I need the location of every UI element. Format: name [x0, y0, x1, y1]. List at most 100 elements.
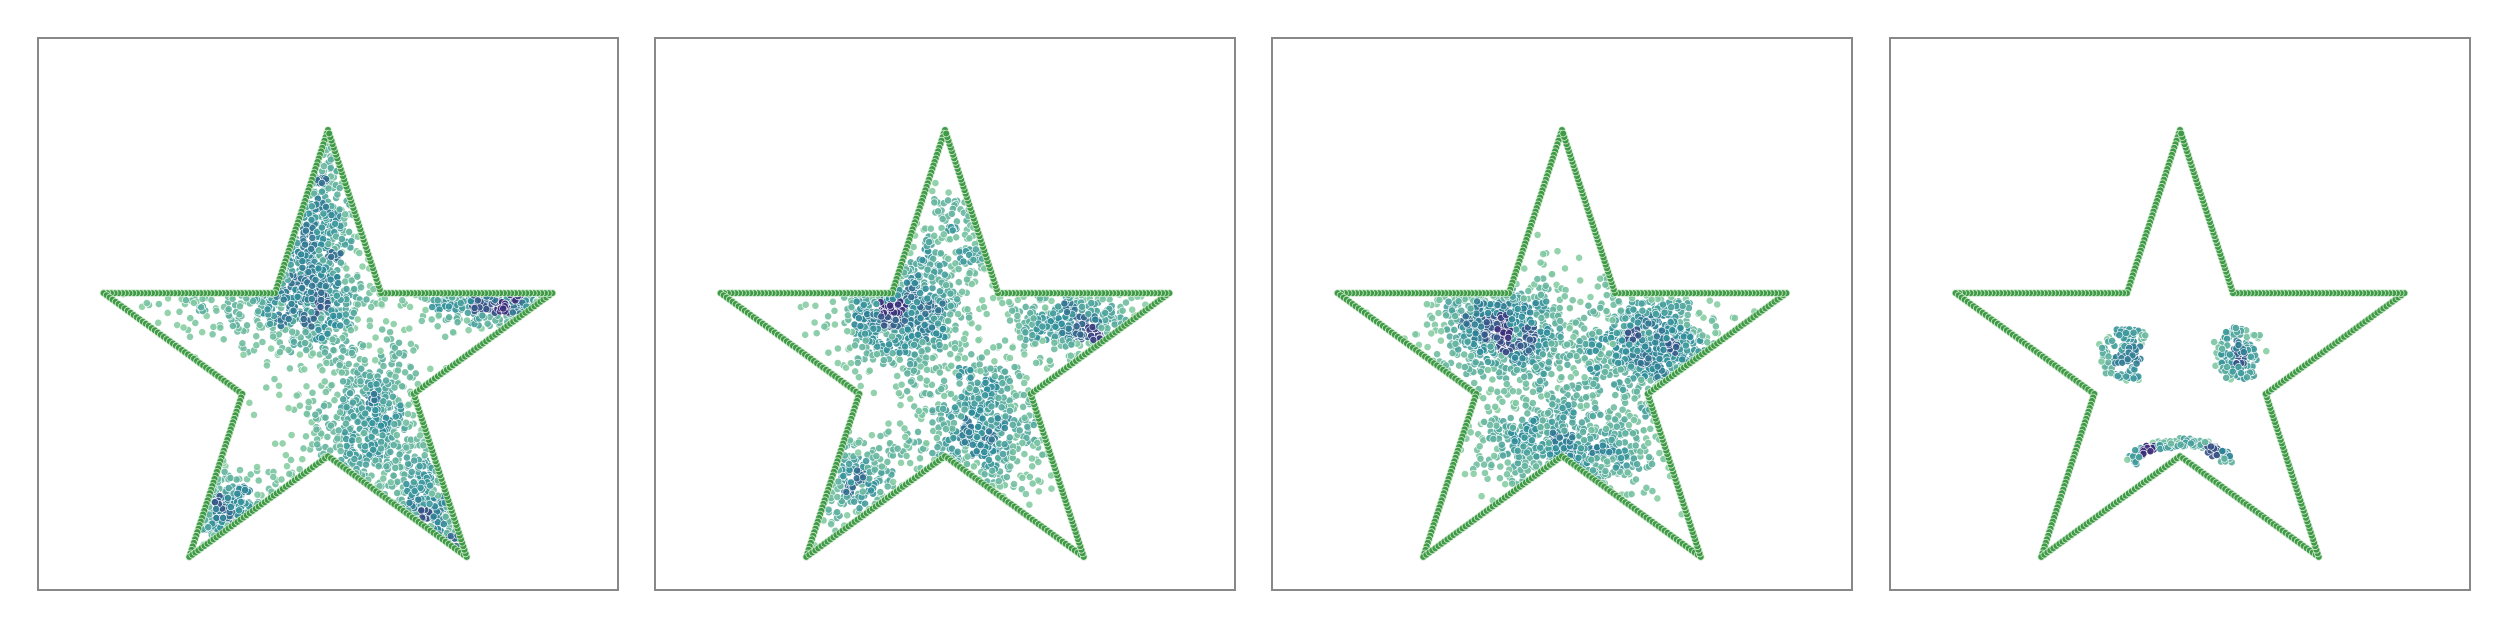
scatter-point [410, 456, 419, 465]
scatter-point [417, 506, 426, 515]
scatter-point [369, 445, 378, 454]
scatter-point [951, 344, 959, 353]
scatter-point [344, 360, 353, 368]
scatter-point [944, 317, 952, 325]
scatter-point [973, 378, 982, 387]
scatter-point [212, 504, 220, 513]
scatter-point [1008, 420, 1017, 429]
scatter-point [371, 356, 380, 365]
scatter-point [1010, 480, 1018, 488]
scatter-point [1076, 330, 1085, 339]
scatter-point [320, 348, 329, 357]
scatter-point [900, 424, 909, 433]
scatter-point [307, 202, 316, 211]
scatter-point [1001, 412, 1010, 421]
scatter-point [1050, 338, 1059, 347]
scatter-point [241, 486, 249, 494]
scatter-point [994, 394, 1003, 402]
scatter-point [298, 257, 307, 266]
scatter-point [391, 463, 400, 472]
scatter-point [406, 373, 414, 382]
scatter-point [824, 312, 832, 321]
scatter-point [974, 323, 983, 332]
scatter-point [483, 319, 492, 328]
scatter-point [337, 368, 346, 377]
scatter-point [953, 295, 962, 304]
scatter-point [313, 227, 321, 236]
scatter-point [395, 349, 404, 358]
scatter-point [1020, 413, 1029, 422]
scatter-point [154, 300, 163, 308]
scatter-point [960, 438, 969, 447]
scatter-point [918, 338, 927, 347]
scatter-point [910, 366, 918, 375]
scatter-point [994, 477, 1003, 485]
scatter-point [858, 487, 867, 496]
scatter-point [1010, 363, 1019, 371]
panel-2 [654, 37, 1236, 591]
scatter-point [884, 427, 893, 436]
scatter-point [897, 458, 905, 467]
scatter-point [228, 321, 237, 330]
scatter-point [1005, 433, 1014, 442]
scatter-point [321, 388, 330, 396]
scatter-point [980, 448, 989, 456]
scatter-point [212, 306, 221, 315]
scatter-point [224, 305, 233, 314]
scatter-point [328, 335, 337, 344]
scatter-point [362, 295, 371, 304]
scatter-point [324, 240, 333, 248]
scatter-point [903, 278, 911, 287]
scatter-point [342, 419, 350, 428]
scatter-point [446, 532, 455, 540]
scatter-point [888, 349, 897, 358]
scatter-point [301, 328, 310, 337]
scatter-point [439, 520, 448, 528]
scatter-point [342, 264, 351, 273]
scatter-point [341, 210, 350, 219]
scatter-point [308, 233, 317, 242]
scatter-point [334, 426, 343, 435]
scatter-point [876, 488, 885, 496]
scatter-point [990, 357, 999, 366]
scatter-point [1091, 315, 1100, 324]
scatter-point [998, 299, 1007, 307]
scatter-point [389, 441, 398, 449]
scatter-point [316, 303, 325, 311]
scatter-point [852, 297, 861, 306]
scatter-point [868, 431, 876, 440]
scatter-point [989, 343, 998, 352]
scatter-point [335, 205, 344, 214]
scatter-point [910, 350, 919, 359]
scatter-point [1097, 323, 1106, 332]
scatter-point [1008, 343, 1017, 352]
scatter-point [386, 328, 394, 337]
scatter-point [359, 341, 367, 350]
scatter-point [318, 366, 327, 375]
scatter-point [226, 474, 235, 482]
scatter-point [337, 235, 346, 243]
scatter-point [322, 358, 331, 367]
scatter-point [219, 335, 228, 344]
scatter-point [923, 294, 932, 303]
scatter-point [993, 414, 1002, 423]
scatter-point [377, 444, 385, 453]
scatter-point [331, 219, 339, 228]
scatter-point [957, 412, 966, 421]
scatter-point [427, 489, 436, 498]
scatter-point [914, 271, 923, 280]
scatter-point [1057, 319, 1066, 328]
scatter-point [963, 305, 972, 314]
scatter-point [942, 281, 950, 290]
scatter-point [930, 231, 939, 240]
scatter-point [336, 258, 345, 267]
scatter-point [245, 398, 254, 407]
scatter-point [332, 291, 341, 300]
scatter-point [382, 376, 390, 385]
scatter-point [368, 419, 377, 428]
scatter-point [323, 329, 332, 338]
scatter-point [1016, 333, 1025, 342]
scatter-point [395, 338, 403, 347]
scatter-point [287, 431, 296, 439]
scatter-point [288, 327, 297, 336]
